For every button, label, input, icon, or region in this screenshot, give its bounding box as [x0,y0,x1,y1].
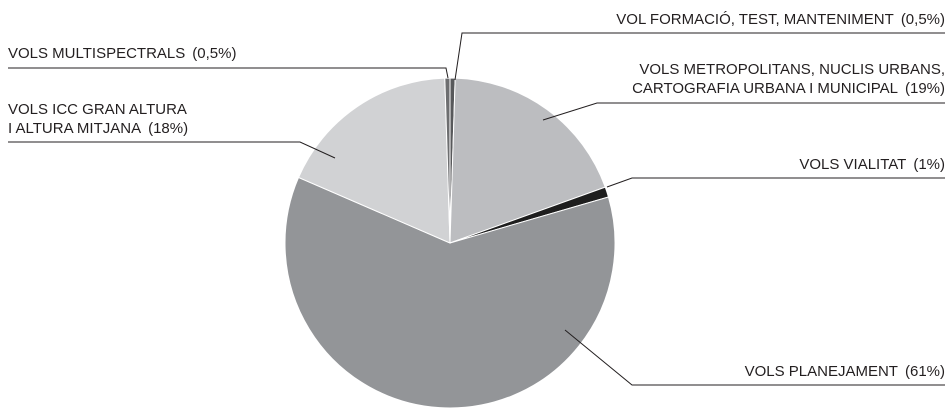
slice-label: CARTOGRAFIA URBANA I MUNICIPAL (19%) [632,80,945,97]
slice-label: VOLS METROPOLITANS, NUCLIS URBANS, [639,61,945,78]
slice-label: I ALTURA MITJANA (18%) [8,120,188,137]
slice-label: VOLS VIALITAT (1%) [799,156,945,173]
leader-line [606,177,945,188]
leader-line [454,32,945,81]
pie-slice [444,77,451,244]
category-label: CARTOGRAFIA URBANA I MUNICIPAL [632,80,898,97]
category-label: VOLS PLANEJAMENT [745,363,898,380]
category-label: VOLS METROPOLITANS, NUCLIS URBANS, [639,61,945,78]
slice-label: VOLS ICC GRAN ALTURA [8,101,187,118]
pie-slice [284,176,616,409]
value-label: (0,5%) [192,45,236,62]
category-label: VOL FORMACIÓ, TEST, MANTENIMENT [616,11,894,28]
category-label: VOLS MULTISPECTRALS [8,45,185,62]
value-label: (18%) [148,120,188,137]
leader-line [8,141,336,159]
slice-label: VOLS MULTISPECTRALS (0,5%) [8,45,236,62]
slice-label: VOLS PLANEJAMENT (61%) [745,363,945,380]
value-label: (1%) [913,156,945,173]
value-label: (61%) [905,363,945,380]
leader-line [564,329,945,386]
pie-slice [297,77,451,244]
category-label: VOLS ICC GRAN ALTURA [8,101,187,118]
slice-label: VOL FORMACIÓ, TEST, MANTENIMENT (0,5%) [616,11,945,28]
leader-line [8,67,449,79]
pie-slice [449,77,606,244]
category-label: VOLS VIALITAT [799,156,906,173]
category-label: I ALTURA MITJANA [8,120,141,137]
value-label: (19%) [905,80,945,97]
value-label: (0,5%) [901,11,945,28]
leader-line [542,102,945,121]
